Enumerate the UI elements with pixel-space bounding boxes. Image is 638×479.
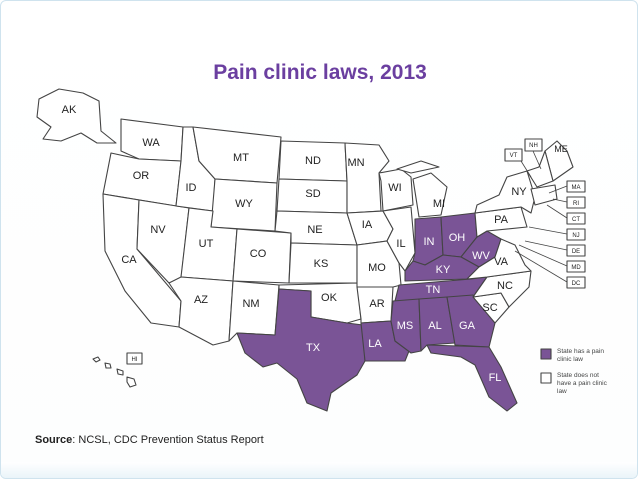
legend-no-law-line1: State does not bbox=[557, 372, 599, 379]
state-ky: KY bbox=[404, 254, 480, 282]
legend-swatch-no-law bbox=[540, 372, 552, 384]
label-al: AL bbox=[428, 320, 441, 332]
state-wa: WA bbox=[120, 118, 184, 162]
label-me: ME bbox=[554, 144, 568, 154]
label-dc: DC bbox=[572, 281, 581, 287]
state-mt: MT bbox=[192, 126, 282, 184]
state-ny: NY bbox=[474, 170, 536, 214]
label-nj: NJ bbox=[572, 233, 579, 239]
state-ak: AK bbox=[36, 88, 117, 144]
label-wv: WV bbox=[472, 250, 490, 262]
label-la: LA bbox=[368, 338, 382, 350]
label-ia: IA bbox=[362, 219, 373, 231]
state-ks: KS bbox=[288, 242, 358, 284]
box-vt bbox=[504, 148, 523, 162]
label-in: IN bbox=[424, 236, 435, 248]
label-md: MD bbox=[571, 265, 581, 271]
legend-has-law-line1: State has a pain bbox=[557, 348, 604, 355]
state-hi: HI bbox=[92, 352, 143, 388]
label-co: CO bbox=[250, 248, 267, 260]
label-ak: AK bbox=[62, 104, 77, 116]
page-title: Pain clinic laws, 2013 bbox=[213, 61, 427, 84]
state-vt-nh bbox=[526, 150, 554, 188]
label-ny: NY bbox=[511, 186, 527, 198]
state-mi: MI bbox=[396, 160, 448, 218]
label-ct: CT bbox=[572, 217, 580, 223]
state-tn: TN bbox=[394, 276, 488, 302]
source-text: : NCSL, CDC Prevention Status Report bbox=[72, 434, 264, 446]
label-ma: MA bbox=[572, 185, 581, 191]
label-ms: MS bbox=[397, 320, 414, 332]
leader-lines bbox=[514, 150, 568, 283]
label-mo: MO bbox=[368, 262, 386, 274]
label-vt: VT bbox=[510, 153, 518, 159]
label-sc: SC bbox=[482, 302, 497, 314]
slide-footer-bar bbox=[1, 462, 637, 478]
state-nm: NM bbox=[228, 280, 280, 342]
state-wy: WY bbox=[210, 178, 278, 232]
label-va: VA bbox=[494, 256, 509, 268]
label-ri: RI bbox=[573, 201, 579, 207]
label-mn: MN bbox=[347, 157, 364, 169]
label-oh: OH bbox=[449, 232, 466, 244]
state-al: AL bbox=[418, 296, 456, 352]
small-state-boxes: MA RI CT NJ DE MD DC bbox=[566, 180, 586, 289]
state-sd: SD bbox=[276, 178, 348, 214]
legend-has-law-line2: clinic law bbox=[557, 356, 583, 363]
legend-no-law-line2: have a pain clinic bbox=[557, 380, 608, 387]
box-nh bbox=[524, 138, 543, 152]
label-tx: TX bbox=[306, 342, 321, 354]
state-wi: WI bbox=[378, 168, 414, 212]
state-va: VA bbox=[466, 238, 532, 280]
label-nd: ND bbox=[305, 155, 321, 167]
source-label: Source bbox=[35, 434, 73, 446]
label-ut: UT bbox=[199, 238, 214, 250]
label-or: OR bbox=[133, 170, 150, 182]
label-nh: NH bbox=[529, 143, 538, 149]
label-wy: WY bbox=[235, 198, 253, 210]
label-sd: SD bbox=[305, 188, 320, 200]
label-tn: TN bbox=[426, 284, 441, 296]
state-az: AZ bbox=[168, 276, 234, 346]
state-co: CO bbox=[232, 228, 292, 284]
label-fl: FL bbox=[489, 372, 502, 384]
state-il: IL bbox=[382, 206, 416, 272]
label-mt: MT bbox=[233, 152, 249, 164]
state-ar: AR bbox=[356, 286, 394, 324]
label-il: IL bbox=[396, 238, 405, 250]
label-wa: WA bbox=[142, 137, 160, 149]
legend-swatch-has-law bbox=[540, 348, 552, 360]
state-tx: TX bbox=[236, 288, 366, 412]
legend: State has a pain clinic law State does n… bbox=[540, 348, 608, 395]
label-ok: OK bbox=[321, 292, 338, 304]
state-mn: MN bbox=[344, 142, 390, 214]
source-note: Source: NCSL, CDC Prevention Status Repo… bbox=[35, 434, 264, 446]
label-id: ID bbox=[186, 182, 197, 194]
label-ky: KY bbox=[436, 264, 451, 276]
label-ga: GA bbox=[459, 320, 476, 332]
label-nc: NC bbox=[497, 280, 513, 292]
legend-no-law-line3: law bbox=[557, 388, 567, 395]
label-ar: AR bbox=[369, 298, 384, 310]
label-nv: NV bbox=[150, 224, 166, 236]
state-nd: ND bbox=[278, 140, 348, 182]
state-fl: FL bbox=[426, 344, 518, 412]
label-az: AZ bbox=[194, 294, 208, 306]
label-ca: CA bbox=[121, 254, 137, 266]
label-pa: PA bbox=[494, 214, 509, 226]
label-de: DE bbox=[572, 249, 580, 255]
label-mi: MI bbox=[433, 198, 445, 210]
label-hi: HI bbox=[132, 357, 138, 363]
label-nm: NM bbox=[242, 298, 259, 310]
label-ks: KS bbox=[314, 258, 329, 270]
state-ms: MS bbox=[390, 298, 422, 354]
label-ne: NE bbox=[307, 224, 322, 236]
state-ne-small bbox=[530, 184, 558, 206]
label-wi: WI bbox=[388, 182, 401, 194]
